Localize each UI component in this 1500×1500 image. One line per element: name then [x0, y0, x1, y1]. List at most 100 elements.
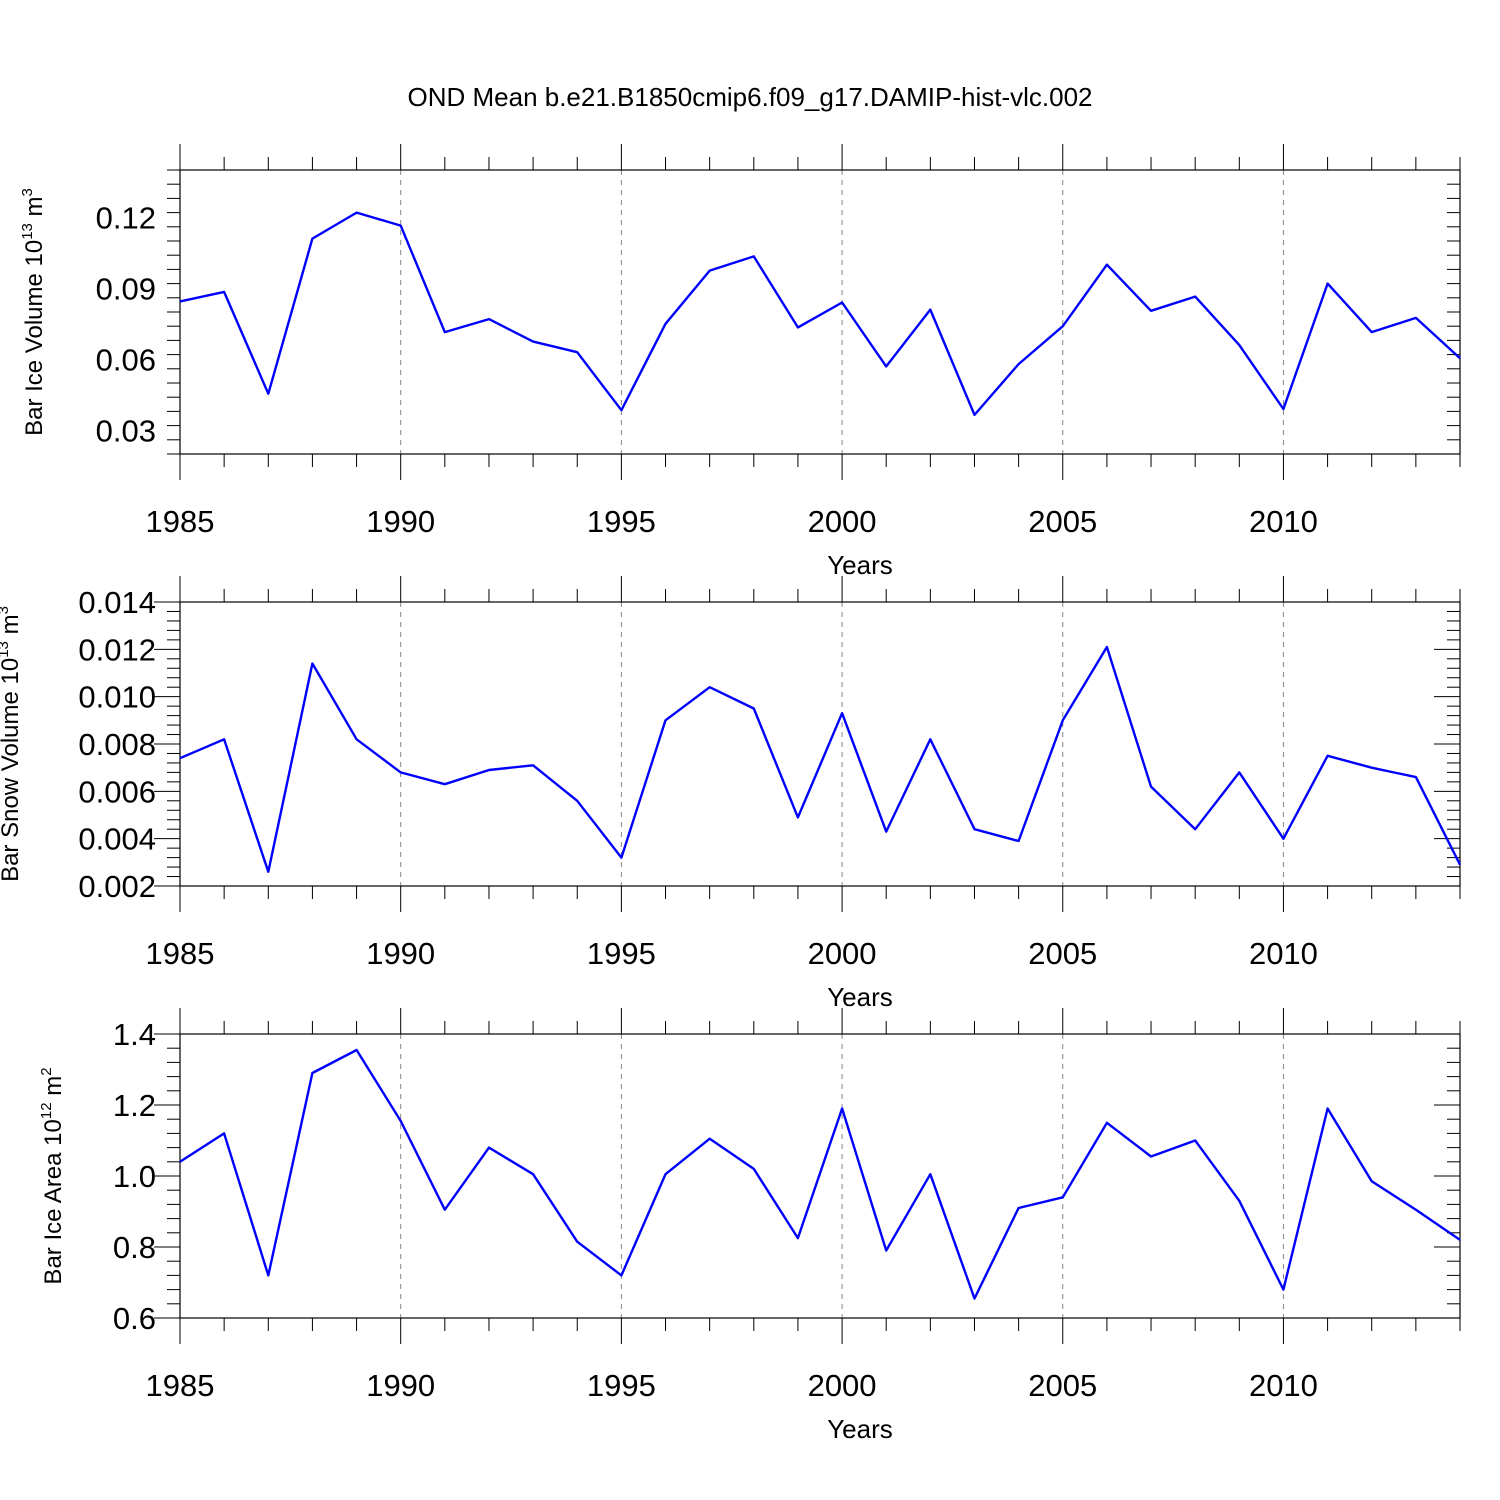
data-point-2000 [840, 301, 844, 305]
data-point-1992 [487, 317, 491, 321]
x-tick-label: 2000 [808, 504, 877, 539]
data-point-1988 [310, 1071, 314, 1075]
data-point-2009 [1237, 1199, 1241, 1203]
data-point-1990 [399, 1119, 403, 1123]
data-point-1992 [487, 1146, 491, 1150]
x-tick-label: 1990 [366, 1368, 435, 1403]
data-point-2012 [1370, 330, 1374, 334]
series-line [179, 211, 1461, 417]
x-tick-label: 1995 [587, 504, 656, 539]
data-point-2007 [1149, 309, 1153, 313]
data-point-1997 [708, 269, 712, 273]
x-tick-label: 1990 [366, 936, 435, 971]
data-point-1989 [355, 1048, 359, 1052]
data-point-1998 [752, 254, 756, 258]
data-point-2008 [1193, 295, 1197, 299]
y-axis-label-text: m [21, 196, 48, 223]
data-point-1991 [443, 330, 447, 334]
y-tick-label: 0.8 [113, 1230, 156, 1265]
x-tick-label: 1995 [587, 936, 656, 971]
data-point-1997 [708, 1137, 712, 1141]
data-point-2014 [1458, 356, 1462, 360]
data-point-1995 [619, 856, 623, 860]
data-point-2004 [1017, 1206, 1021, 1210]
x-tick-label: 2010 [1249, 1368, 1318, 1403]
data-point-2006 [1105, 645, 1109, 649]
data-point-2010 [1281, 1288, 1285, 1292]
data-point-1999 [796, 1236, 800, 1240]
data-point-2003 [972, 1296, 976, 1300]
y-tick-label: 1.4 [113, 1017, 156, 1052]
data-point-2007 [1149, 785, 1153, 789]
y-axis-label: Bar Snow Volume 1013 m3 [0, 606, 24, 882]
y-tick-label: 0.004 [78, 822, 156, 857]
data-point-2012 [1370, 1179, 1374, 1183]
data-point-1991 [443, 782, 447, 786]
data-point-2008 [1193, 827, 1197, 831]
data-point-2013 [1414, 316, 1418, 320]
data-point-1987 [266, 870, 270, 874]
x-tick-label: 1995 [587, 1368, 656, 1403]
x-axis-label: Years [827, 550, 893, 580]
data-point-1987 [266, 1273, 270, 1277]
y-tick-label: 0.03 [96, 413, 156, 448]
data-point-1993 [531, 340, 535, 344]
data-point-1990 [399, 224, 403, 228]
data-point-2002 [928, 308, 932, 312]
data-point-2001 [884, 1249, 888, 1253]
data-point-2005 [1061, 718, 1065, 722]
data-point-1995 [619, 1273, 623, 1277]
data-point-1996 [664, 322, 668, 326]
plot-frame [179, 169, 1461, 455]
series-line [179, 1048, 1461, 1300]
data-point-2009 [1237, 770, 1241, 774]
y-tick-label: 0.6 [113, 1301, 156, 1336]
x-tick-label: 2005 [1028, 936, 1097, 971]
data-point-1986 [222, 290, 226, 294]
chart-panel-3: 0.6 0.8 1.0 1.2 1.4 1985 1990 1995 2000 2005 2010 Y… [38, 1008, 1461, 1444]
y-axis-label-text: Bar Snow Volume 10 [0, 658, 24, 882]
data-point-1997 [708, 685, 712, 689]
data-point-1996 [664, 718, 668, 722]
data-point-2007 [1149, 1154, 1153, 1158]
data-point-2003 [972, 827, 976, 831]
x-tick-label: 1985 [146, 504, 215, 539]
panels: 0.03 0.06 0.09 0.12 1985 1990 1995 2000 2005 2010… [0, 144, 1462, 1444]
chart-panel-2: 0.002 0.004 0.006 0.008 0.010 0.012 0.014 1985 1… [0, 576, 1462, 1012]
y-axis-label-text: Bar Ice Area 10 [40, 1119, 67, 1284]
y-tick-label: 0.06 [96, 342, 156, 377]
data-point-1996 [664, 1172, 668, 1176]
x-tick-label: 2010 [1249, 504, 1318, 539]
data-point-1994 [575, 1240, 579, 1244]
plot-frame [179, 601, 1461, 887]
y-tick-label: 1.2 [113, 1088, 156, 1123]
data-point-1995 [619, 408, 623, 412]
data-point-2002 [928, 737, 932, 741]
data-point-1987 [266, 392, 270, 396]
y-axis-label: Bar Ice Area 1012 m2 [38, 1067, 67, 1284]
y-axis-label-superscript: 13 [0, 641, 12, 658]
y-tick-label: 0.006 [78, 774, 156, 809]
data-point-1990 [399, 770, 403, 774]
data-point-2011 [1326, 1107, 1330, 1111]
x-tick-label: 2005 [1028, 1368, 1097, 1403]
data-point-2011 [1326, 282, 1330, 286]
data-point-2011 [1326, 754, 1330, 758]
y-tick-label: 1.0 [113, 1159, 156, 1194]
data-point-2014 [1458, 863, 1462, 867]
x-tick-label: 1990 [366, 504, 435, 539]
data-point-2009 [1237, 343, 1241, 347]
y-tick-label: 0.014 [78, 585, 156, 620]
y-axis-label-superscript: 12 [38, 1102, 55, 1119]
y-axis-label-text: m [0, 614, 24, 641]
x-tick-label: 2000 [808, 936, 877, 971]
x-tick-label: 2010 [1249, 936, 1318, 971]
data-point-2000 [840, 1107, 844, 1111]
data-point-2010 [1281, 407, 1285, 411]
y-tick-label: 0.012 [78, 632, 156, 667]
data-point-1989 [355, 211, 359, 215]
data-point-1985 [178, 756, 182, 760]
data-point-2001 [884, 364, 888, 368]
data-point-1994 [575, 799, 579, 803]
